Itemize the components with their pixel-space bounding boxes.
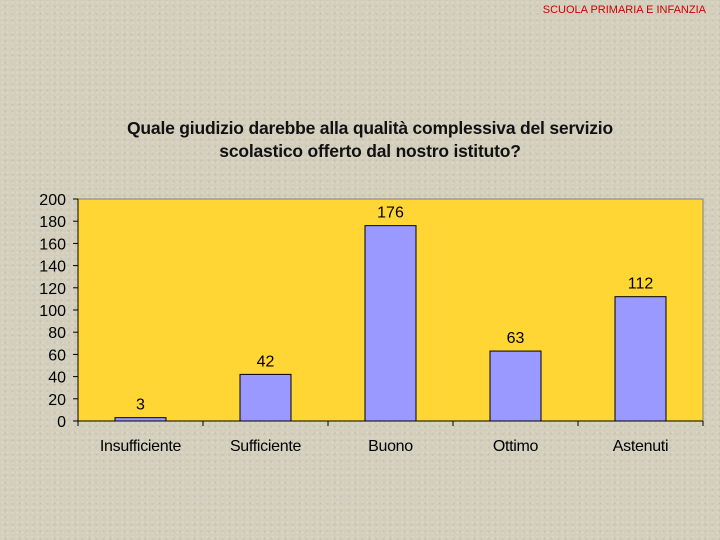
y-tick-label: 0	[57, 414, 66, 431]
y-tick-label: 20	[48, 392, 66, 409]
data-label: 176	[377, 205, 404, 222]
y-tick-label: 120	[39, 281, 66, 298]
x-category-label: Ottimo	[493, 438, 539, 455]
chart-title-line-2: scolastico offerto dal nostro istituto?	[219, 141, 521, 161]
y-axis: 0 20 40 60 80 100 120 140 160 180 200	[39, 192, 79, 431]
bar	[114, 417, 167, 422]
x-axis: Insufficiente Sufficiente Buono Ottimo Asten…	[77, 420, 704, 455]
y-tick-label: 160	[39, 236, 66, 253]
data-label: 42	[257, 353, 275, 370]
y-tick-label: 180	[39, 214, 66, 231]
x-category-label: Insufficiente	[100, 438, 182, 455]
bar	[239, 373, 292, 422]
data-label: 112	[628, 276, 654, 293]
y-tick-label: 80	[48, 325, 66, 342]
chart-title-line-1: Quale giudizio darebbe alla qualità comp…	[127, 118, 613, 138]
bar	[489, 350, 542, 422]
data-label: 3	[136, 397, 145, 414]
x-category-label: Buono	[368, 438, 413, 455]
y-tick-label: 60	[48, 347, 66, 364]
y-tick-label: 200	[39, 192, 66, 209]
bar	[364, 225, 417, 422]
x-category-label: Sufficiente	[230, 438, 302, 455]
y-tick-label: 40	[48, 370, 66, 387]
bar	[614, 296, 667, 422]
header-label: SCUOLA PRIMARIA E INFANZIA	[542, 4, 706, 16]
y-tick-label: 140	[39, 259, 66, 276]
bars: 3 42 176 63 112	[114, 205, 667, 422]
chart-title: Quale giudizio darebbe alla qualità comp…	[0, 117, 720, 163]
data-label: 63	[507, 330, 525, 347]
x-category-label: Astenuti	[613, 438, 668, 455]
y-tick-label: 100	[39, 303, 66, 320]
